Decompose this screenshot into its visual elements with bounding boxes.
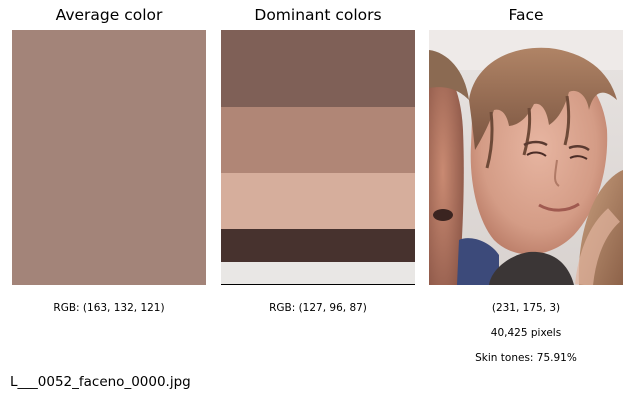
face-photo	[429, 30, 623, 285]
dominant-color-band-3	[221, 172, 415, 229]
dominant-colors-title: Dominant colors	[254, 6, 382, 24]
dominant-colors-baseline	[221, 284, 415, 285]
filename-label: L___0052_faceno_0000.jpg	[10, 374, 191, 390]
face-pixel-count: 40,425 pixels	[490, 327, 562, 339]
dominant-color-band-5	[221, 262, 415, 285]
face-rgb-label: (231, 175, 3)	[491, 302, 561, 314]
face-title: Face	[508, 6, 544, 24]
dominant-colors-stack	[221, 30, 415, 285]
average-color-rgb-label: RGB: (163, 132, 121)	[53, 302, 165, 314]
dominant-color-rgb-label: RGB: (127, 96, 87)	[269, 302, 367, 314]
face-skin-tones: Skin tones: 75.91%	[475, 352, 577, 364]
dominant-color-band-4	[221, 228, 415, 263]
average-color-swatch	[12, 30, 206, 285]
dominant-color-band-2	[221, 106, 415, 173]
dominant-color-band-1	[221, 30, 415, 107]
average-color-title: Average color	[55, 6, 163, 24]
